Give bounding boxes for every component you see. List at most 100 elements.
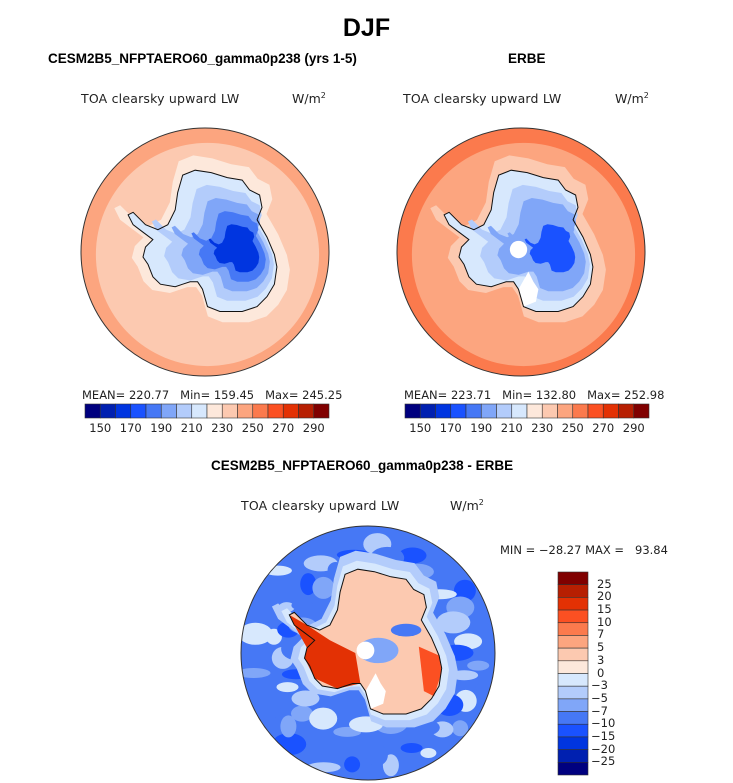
anomaly-patch (241, 622, 273, 645)
colorbar-swatch (557, 698, 589, 712)
colorbar-swatch (557, 609, 589, 624)
colorbar-swatch (633, 403, 650, 419)
interior-cool-anomaly (390, 623, 422, 637)
anomaly-patch (382, 754, 399, 777)
diff-units-exp: 2 (478, 498, 484, 507)
anomaly-patch (291, 690, 320, 707)
peninsula-warm-anomaly (289, 614, 361, 689)
anomaly-patch (308, 745, 325, 756)
model-panel-title: CESM2B5_NFPTAERO60_gamma0p238 (yrs 1-5) (48, 51, 357, 66)
colorbar-tick-label: −15 (591, 728, 616, 743)
colorbar-tick-label: 270 (592, 421, 615, 435)
colorbar-tick-label: 230 (211, 421, 234, 435)
colorbar-tick-label: 170 (439, 421, 462, 435)
colorbar-swatch (557, 711, 589, 725)
map-boundary (80, 127, 330, 377)
colorbar-swatch (557, 584, 589, 598)
anomaly-patch (452, 720, 469, 737)
anomaly-patch (300, 573, 317, 596)
pole-missing-data (356, 641, 375, 660)
colorbar-tick-label: 150 (409, 421, 432, 435)
colorbar-tick-label: 150 (89, 421, 112, 435)
anomaly-patch (309, 707, 338, 730)
anomaly-patch (248, 703, 282, 720)
obs-panel-title: ERBE (508, 51, 546, 66)
antarctica-coastline (288, 568, 443, 715)
map-boundary (240, 525, 496, 781)
anomaly-patch (241, 668, 271, 678)
anomaly-patch (276, 682, 299, 693)
anomaly-patch (436, 611, 471, 634)
colorbar-swatch (557, 635, 589, 649)
pole-missing-data (509, 240, 528, 259)
anomaly-patch (467, 619, 490, 636)
colorbar-tick-label: −25 (591, 754, 616, 769)
colorbar-tick-label: 190 (150, 421, 173, 435)
obs-max-stat: Max= 252.98 (587, 388, 665, 402)
colorbar-tick-label: 0 (597, 665, 605, 680)
antarctica-coastline (443, 169, 594, 312)
colorbar-tick-label: 190 (470, 421, 493, 435)
diff-variable-label: TOA clearsky upward LW (241, 498, 400, 513)
colorbar-tick-label: 170 (119, 421, 142, 435)
diff-units-label: W/m2 (450, 498, 484, 513)
colorbar-tick-label: 230 (531, 421, 554, 435)
season-title: DJF (342, 14, 391, 42)
diff-min-max-stats: MIN = −28.27 MAX = 93.84 (500, 543, 668, 557)
colorbar-swatch (557, 622, 589, 636)
colorbar-tick-label: 20 (597, 589, 612, 604)
colorbar-tick-label: 7 (597, 627, 605, 642)
map-field (81, 128, 329, 376)
obs-stats: MEAN= 223.71 Min= 132.80 Max= 252.98 (404, 388, 664, 402)
colorbar-swatch (557, 597, 589, 611)
model-mean-stat: MEAN= 220.77 (82, 388, 170, 402)
model-variable-label: TOA clearsky upward LW (81, 91, 240, 106)
model-max-stat: Max= 245.25 (265, 388, 343, 402)
diff-colorbar (557, 571, 589, 776)
anomaly-patch (291, 600, 314, 611)
obs-min-stat: Min= 132.80 (502, 388, 577, 402)
colorbar-tick-label: −5 (591, 690, 608, 705)
colorbar-tick-label: 250 (561, 421, 584, 435)
map-field (397, 128, 645, 376)
colorbar-swatch (557, 685, 589, 700)
colorbar-tick-label: 290 (302, 421, 325, 435)
model-units-label: W/m2 (292, 91, 326, 106)
anomaly-patch (291, 705, 313, 722)
plateau-field (208, 224, 260, 273)
anomaly-patch (467, 660, 490, 671)
colorbar-swatch (557, 723, 589, 738)
colorbar-swatch (557, 571, 589, 585)
colorbar-tick-label: 210 (180, 421, 203, 435)
colorbar-swatch (557, 736, 589, 750)
colorbar-tick-label: 5 (597, 640, 605, 655)
colorbar-tick-label: −7 (591, 703, 608, 718)
obs-units-label: W/m2 (615, 91, 649, 106)
anomaly-patch (427, 572, 456, 583)
model-units-exp: 2 (320, 91, 326, 100)
colorbar-swatch (557, 673, 589, 687)
colorbar-tick-label: 290 (622, 421, 645, 435)
obs-variable-label: TOA clearsky upward LW (403, 91, 562, 106)
map-boundary (396, 127, 646, 377)
diff-panel-title: CESM2B5_NFPTAERO60_gamma0p238 - ERBE (211, 458, 514, 473)
anomaly-patch (365, 744, 388, 766)
model-units-text: W/m (292, 91, 321, 107)
colorbar-tick-label: 15 (597, 602, 612, 617)
anomaly-patch (312, 576, 335, 599)
anomaly-patch (398, 547, 427, 564)
colorbar-tick-label: 10 (597, 614, 612, 629)
anomaly-patch (344, 756, 361, 773)
colorbar-tick-label: 270 (272, 421, 295, 435)
ross-ice-shelf (518, 271, 539, 307)
model-stats: MEAN= 220.77 Min= 159.45 Max= 245.25 (82, 388, 342, 402)
colorbar-swatch (557, 647, 589, 662)
obs-units-text: W/m (615, 91, 644, 107)
model-colorbar (84, 403, 330, 419)
colorbar-tick-label: 25 (597, 576, 612, 591)
colorbar-tick-label: −10 (591, 716, 616, 731)
colorbar-swatch (557, 749, 589, 763)
